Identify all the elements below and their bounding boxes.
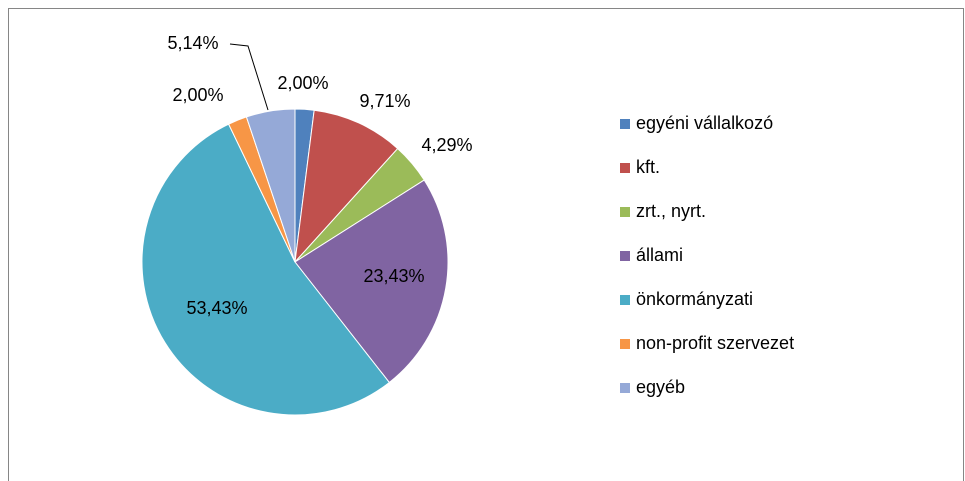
legend-label: zrt., nyrt. bbox=[636, 201, 706, 221]
pie-slice bbox=[294, 109, 399, 264]
leader-line bbox=[229, 43, 269, 111]
data-label: 9,71% bbox=[359, 91, 410, 111]
data-label: 53,43% bbox=[186, 298, 247, 318]
legend-label: egyéni vállalkozó bbox=[636, 113, 773, 133]
legend-swatch bbox=[620, 339, 630, 349]
legend-label: önkormányzati bbox=[636, 289, 753, 309]
data-label: 2,00% bbox=[172, 85, 223, 105]
data-label: 4,29% bbox=[421, 135, 472, 155]
legend-swatch bbox=[620, 119, 630, 129]
pie-slice bbox=[294, 179, 449, 384]
legend-swatch bbox=[620, 163, 630, 173]
data-label: 23,43% bbox=[363, 266, 424, 286]
legend-label: non-profit szervezet bbox=[636, 333, 794, 353]
legend-label: egyéb bbox=[636, 377, 685, 397]
legend-swatch bbox=[620, 207, 630, 217]
pie-slice bbox=[141, 123, 391, 416]
chart-frame bbox=[8, 8, 964, 481]
data-label: 5,14% bbox=[167, 33, 218, 53]
legend-label: kft. bbox=[636, 157, 660, 177]
pie-slice bbox=[245, 108, 296, 263]
legend-swatch bbox=[620, 251, 630, 261]
legend-swatch bbox=[620, 383, 630, 393]
legend-swatch bbox=[620, 295, 630, 305]
legend-label: állami bbox=[636, 245, 683, 265]
data-label: 2,00% bbox=[277, 73, 328, 93]
